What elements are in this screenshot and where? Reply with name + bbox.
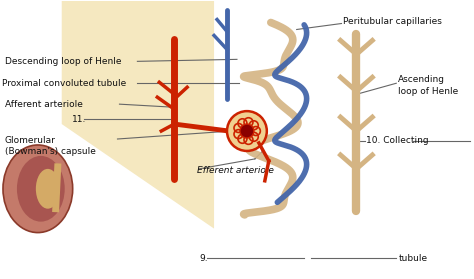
Text: Afferent arteriole: Afferent arteriole — [5, 100, 83, 109]
Text: Ascending
loop of Henle: Ascending loop of Henle — [398, 75, 458, 96]
Ellipse shape — [29, 157, 51, 181]
Text: 10. Collecting: 10. Collecting — [366, 136, 429, 145]
Text: Efferent arteriole: Efferent arteriole — [197, 166, 274, 175]
Circle shape — [240, 124, 254, 138]
Ellipse shape — [29, 197, 51, 221]
Circle shape — [227, 111, 267, 151]
Ellipse shape — [17, 156, 65, 222]
Polygon shape — [62, 1, 214, 229]
Ellipse shape — [36, 169, 60, 209]
Text: 11.: 11. — [72, 115, 86, 124]
Text: tubule: tubule — [398, 254, 428, 263]
Text: Descending loop of Henle: Descending loop of Henle — [5, 57, 121, 66]
Text: Peritubular capillaries: Peritubular capillaries — [344, 17, 442, 26]
Text: Glomerular
(Bowman's) capsule: Glomerular (Bowman's) capsule — [5, 136, 96, 156]
Ellipse shape — [3, 145, 73, 233]
Ellipse shape — [21, 174, 39, 204]
Text: Proximal convoluted tubule: Proximal convoluted tubule — [2, 79, 126, 88]
Text: 9.: 9. — [199, 254, 208, 263]
